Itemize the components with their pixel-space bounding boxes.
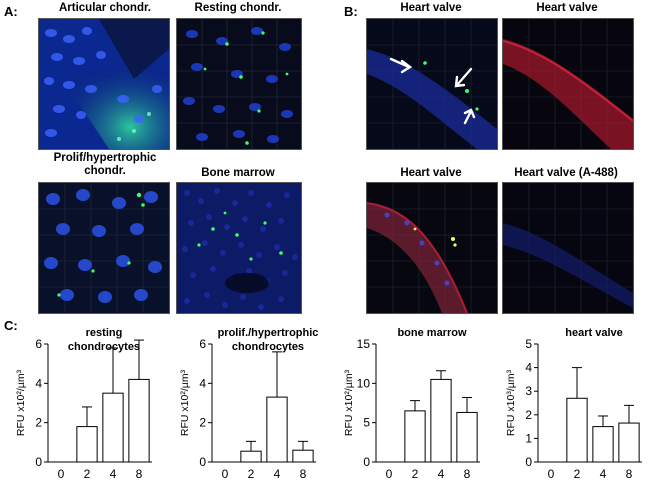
bar <box>430 378 452 463</box>
y-tick-label: 2 <box>35 416 42 430</box>
bar <box>566 397 588 463</box>
x-tick-label: 4 <box>600 467 607 481</box>
chart-title-line: chondrocytes <box>232 341 304 353</box>
x-tick-label: 4 <box>110 467 117 481</box>
image-title-heart-valve-1: Heart valve <box>400 2 462 14</box>
y-tick-label: 5 <box>525 337 532 351</box>
micrograph-heart-valve-3 <box>366 182 498 314</box>
y-tick-label: 6 <box>199 337 206 351</box>
x-tick-label: 2 <box>412 467 419 481</box>
image-title-heart-valve-a488: Heart valve (A-488) <box>514 167 618 179</box>
y-tick-label: 0 <box>35 455 42 469</box>
image-title-resting: Resting chondr. <box>194 2 282 14</box>
bar <box>456 411 478 463</box>
x-tick-label: 0 <box>386 467 393 481</box>
chart-title: resting chondrocytes <box>68 327 140 353</box>
micrograph-prolif-hypertrophic-chondrocytes <box>38 182 170 314</box>
chart-svg: bone marrow 0 5 10 15 RFU x10²/µm³ 0 2 4 8 <box>343 327 480 481</box>
y-tick-label: 0 <box>199 455 206 469</box>
y-axis-label: RFU x10²/µm³ <box>15 369 27 436</box>
x-tick-label: 8 <box>626 467 633 481</box>
y-tick-label: 4 <box>35 376 42 390</box>
y-axis-label: RFU x10²/µm³ <box>343 369 355 436</box>
chart-svg: resting chondrocytes 0 2 4 6 RFU x10²/µm³ 0 2 4 8 <box>15 327 152 481</box>
bar <box>618 422 640 463</box>
x-tick-label: 0 <box>548 467 555 481</box>
x-tick-label: 2 <box>84 467 91 481</box>
image-title-prolif: Prolif/hypertrophic chondr. <box>53 152 157 177</box>
micrograph-bone-marrow <box>176 182 302 314</box>
y-tick-label: 2 <box>199 416 206 430</box>
bar-chart-prolif-hypertrophic-chondrocytes: prolif./hypertrophic chondrocytes 0 2 4 6 RFU … <box>164 322 326 482</box>
bar <box>266 396 288 463</box>
bar <box>128 378 150 463</box>
bar <box>76 426 98 463</box>
chart-title-line: resting <box>86 327 123 339</box>
y-tick-label: 15 <box>357 337 371 351</box>
bar-chart-resting-chondrocytes: resting chondrocytes 0 2 4 6 RFU x10²/µm³ 0 2 4 8 <box>0 322 162 482</box>
image-title-articular: Articular chondr. <box>58 2 152 14</box>
chart-svg: heart valve 0 1 2 3 4 5 RFU x10³/µm³ 0 2 4 8 <box>505 327 642 481</box>
x-tick-label: 0 <box>58 467 65 481</box>
y-tick-label: 2 <box>525 408 532 422</box>
image-title-heart-valve-3: Heart valve <box>400 167 462 179</box>
bar <box>240 450 262 463</box>
micrograph-heart-valve-a488 <box>502 182 634 314</box>
micrograph-articular-chondrocytes <box>38 18 170 150</box>
x-tick-label: 2 <box>248 467 255 481</box>
panel-letter-a: A: <box>4 4 18 19</box>
y-tick-label: 4 <box>525 361 532 375</box>
chart-title: prolif./hypertrophic chondrocytes <box>218 327 319 353</box>
x-tick-label: 4 <box>274 467 281 481</box>
image-title-bone-marrow: Bone marrow <box>201 167 275 179</box>
micrograph-heart-valve-2 <box>502 18 634 150</box>
y-tick-label: 4 <box>199 376 206 390</box>
bar <box>404 410 426 463</box>
x-tick-label: 8 <box>136 467 143 481</box>
micrograph-heart-valve-1 <box>366 18 498 150</box>
bar <box>102 392 124 463</box>
y-tick-label: 1 <box>525 431 532 445</box>
chart-title-line: bone marrow <box>397 327 467 339</box>
x-tick-label: 0 <box>222 467 229 481</box>
y-tick-label: 0 <box>525 455 532 469</box>
image-title-heart-valve-2: Heart valve <box>536 2 598 14</box>
x-tick-label: 8 <box>300 467 307 481</box>
y-tick-label: 6 <box>35 337 42 351</box>
x-tick-label: 2 <box>574 467 581 481</box>
y-tick-label: 3 <box>525 384 532 398</box>
panel-letter-b: B: <box>344 4 358 19</box>
micrograph-resting-chondrocytes <box>176 18 302 150</box>
chart-title-line: prolif./hypertrophic <box>218 327 319 339</box>
chart-title-line: chondrocytes <box>68 341 140 353</box>
bar <box>292 449 314 463</box>
bar-chart-bone-marrow: bone marrow 0 5 10 15 RFU x10²/µm³ 0 2 4 8 <box>328 322 490 482</box>
bar <box>592 426 614 463</box>
y-tick-label: 0 <box>363 455 370 469</box>
panel-letter-c: C: <box>4 318 18 333</box>
chart-title-line: heart valve <box>565 327 622 339</box>
bar-chart-heart-valve: heart valve 0 1 2 3 4 5 RFU x10³/µm³ 0 2 4 8 <box>490 322 652 482</box>
chart-svg: prolif./hypertrophic chondrocytes 0 2 4 6 RFU … <box>179 327 319 481</box>
y-tick-label: 5 <box>363 416 370 430</box>
x-tick-label: 8 <box>464 467 471 481</box>
y-axis-label: RFU x10²/µm³ <box>179 369 191 436</box>
chart-title: bone marrow <box>397 327 467 339</box>
y-tick-label: 10 <box>357 376 371 390</box>
y-axis-label: RFU x10³/µm³ <box>505 369 517 436</box>
chart-title: heart valve <box>565 327 622 339</box>
x-tick-label: 4 <box>438 467 445 481</box>
